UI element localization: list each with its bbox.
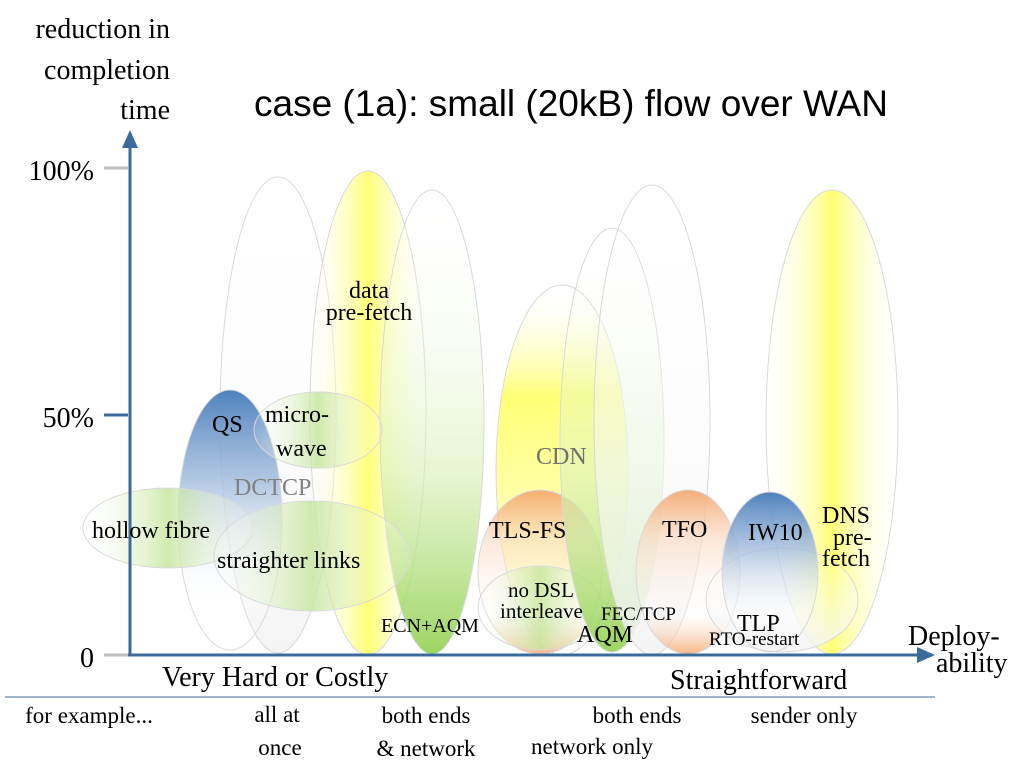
y-tick-label-100: 100%: [29, 156, 94, 187]
label-data-prefetch-2: pre-fetch: [326, 300, 413, 326]
category-sender-only: sender only: [751, 703, 858, 728]
category-example: for example...: [25, 703, 153, 728]
label-cdn: CDN: [536, 444, 587, 470]
label-hollow-fibre: hollow fibre: [92, 518, 210, 544]
label-straighter-links: straighter links: [217, 548, 360, 574]
y-axis-label-line-2: completion: [44, 55, 170, 86]
y-tick-label-50: 50%: [43, 403, 94, 434]
category-both-ends-network-1: both ends: [382, 703, 471, 728]
technique-bubbles: [82, 170, 899, 656]
label-tfo: TFO: [662, 517, 707, 543]
x-axis-arrowhead: [917, 647, 935, 663]
label-microwave-1: micro-: [265, 402, 329, 428]
bubble-microwave: [253, 391, 383, 469]
label-iw10: IW10: [748, 520, 803, 546]
label-ecn-aqm: ECN+AQM: [381, 615, 479, 637]
axes: [5, 130, 935, 698]
label-dns-prefetch-2: pre-: [833, 525, 872, 551]
label-qs: QS: [212, 412, 243, 438]
y-axis-label-line-1: reduction in: [35, 14, 170, 45]
label-no-dsl-2: interleave: [500, 599, 583, 623]
category-network-only: network only: [531, 734, 654, 759]
y-axis-arrowhead: [122, 130, 138, 148]
label-dns-prefetch-1: DNS: [822, 503, 870, 529]
x-axis-label-line-2: ability: [936, 648, 1008, 679]
category-both-ends-network-2: & network: [376, 736, 476, 761]
category-all-at-once-1: all at: [254, 702, 300, 727]
x-axis-right-end: Straightforward: [670, 665, 847, 696]
x-axis-left-end: Very Hard or Costly: [162, 662, 388, 693]
label-aqm: AQM: [577, 622, 633, 648]
chart-title: case (1a): small (20kB) flow over WAN: [254, 83, 888, 124]
y-axis-label-line-3: time: [120, 95, 170, 126]
y-tick-label-0: 0: [80, 643, 94, 674]
label-dns-prefetch-3: fetch: [822, 546, 870, 572]
label-rto-restart: RTO-restart: [709, 629, 800, 650]
label-dctcp: DCTCP: [234, 475, 311, 501]
x-axis-label-line-1: Deploy-: [908, 621, 1000, 652]
y-axis-label: reduction in completion time: [35, 14, 170, 126]
label-tlp: TLP: [737, 611, 780, 637]
label-data-prefetch-1: data: [349, 278, 389, 304]
bubble-straighter-links: [213, 500, 411, 612]
label-microwave-2: wave: [276, 436, 327, 462]
label-tls-fs: TLS-FS: [489, 518, 566, 544]
category-both-ends: both ends: [593, 703, 682, 728]
category-all-at-once-2: once: [258, 735, 301, 760]
bubble-iw10: [721, 491, 819, 653]
label-no-dsl-1: no DSL: [508, 578, 574, 602]
label-fec-tcp: FEC/TCP: [601, 604, 676, 625]
